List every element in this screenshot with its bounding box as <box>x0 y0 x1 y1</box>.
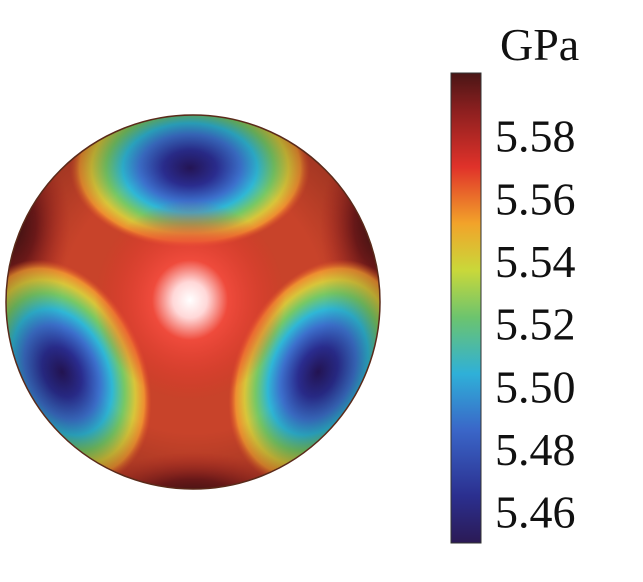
colorbar-gradient <box>450 72 482 544</box>
sphere-shading <box>6 115 380 489</box>
sphere-outline <box>5 114 381 490</box>
colorbar-tick-label: 5.58 <box>495 111 576 162</box>
colorbar-tick-label: 5.48 <box>495 424 576 475</box>
colorbar-tick-label: 5.52 <box>495 299 576 350</box>
colorbar-tick-label: 5.46 <box>495 487 576 538</box>
colorbar-unit-label: GPa <box>500 19 579 70</box>
colorbar-tick-label: 5.54 <box>495 236 576 287</box>
colorbar-tick-label: 5.56 <box>495 173 576 224</box>
colorbar-ticks: 5.58 5.56 5.54 5.52 5.50 5.48 5.46 <box>495 111 576 538</box>
colorbar-tick-label: 5.50 <box>495 361 576 412</box>
sphere-plot <box>5 114 381 490</box>
colorbar: GPa 5.58 5.56 5.54 5.52 5.50 5.48 5.46 <box>450 19 579 544</box>
